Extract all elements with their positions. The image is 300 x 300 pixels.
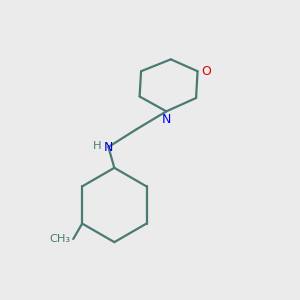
Text: O: O	[201, 65, 211, 78]
Text: CH₃: CH₃	[49, 234, 70, 244]
Text: N: N	[162, 113, 171, 126]
Text: N: N	[104, 140, 113, 154]
Text: H: H	[93, 140, 102, 151]
